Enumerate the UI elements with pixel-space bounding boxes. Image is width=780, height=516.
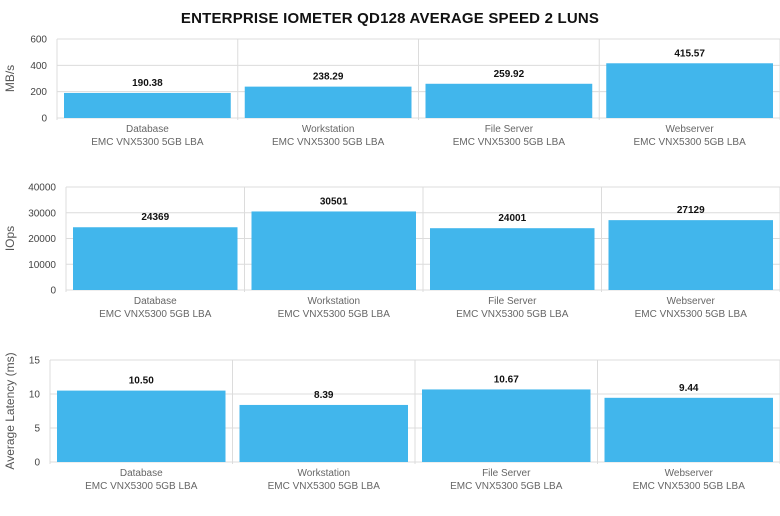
data-label: 415.57 <box>674 48 705 59</box>
bar <box>73 227 238 290</box>
x-tick-label: Workstation <box>307 296 360 307</box>
y-tick-label: 200 <box>30 87 47 98</box>
bar <box>251 211 416 290</box>
bar <box>244 86 412 118</box>
x-tick-sublabel: EMC VNX5300 5GB LBA <box>99 309 212 320</box>
y-axis-label: MB/s <box>3 65 17 92</box>
x-tick-label: Webserver <box>665 468 714 479</box>
x-tick-sublabel: EMC VNX5300 5GB LBA <box>278 309 391 320</box>
bar <box>422 389 591 462</box>
x-tick-sublabel: EMC VNX5300 5GB LBA <box>85 481 198 492</box>
data-label: 8.39 <box>314 390 334 401</box>
data-label: 10.67 <box>494 374 519 385</box>
x-tick-label: Database <box>134 296 177 307</box>
y-tick-label: 10 <box>29 390 41 401</box>
data-label: 27129 <box>677 205 705 216</box>
data-label: 259.92 <box>494 69 525 80</box>
data-label: 238.29 <box>313 72 344 83</box>
bar <box>608 220 773 290</box>
x-tick-label: File Server <box>482 468 531 479</box>
y-tick-label: 5 <box>34 424 40 435</box>
x-tick-sublabel: EMC VNX5300 5GB LBA <box>635 309 748 320</box>
y-tick-label: 15 <box>29 356 41 367</box>
x-tick-sublabel: EMC VNX5300 5GB LBA <box>272 137 385 148</box>
data-label: 24369 <box>141 212 169 223</box>
x-tick-sublabel: EMC VNX5300 5GB LBA <box>268 481 381 492</box>
x-tick-label: Webserver <box>667 296 716 307</box>
x-tick-sublabel: EMC VNX5300 5GB LBA <box>453 137 566 148</box>
x-tick-sublabel: EMC VNX5300 5GB LBA <box>456 309 569 320</box>
chart-title: ENTERPRISE IOMETER QD128 AVERAGE SPEED 2… <box>180 10 600 27</box>
data-label: 10.50 <box>129 376 154 387</box>
x-tick-label: File Server <box>485 124 534 135</box>
x-tick-sublabel: EMC VNX5300 5GB LBA <box>91 137 204 148</box>
bar <box>606 63 773 118</box>
y-axis-label: Average Latency (ms) <box>3 352 17 469</box>
bar <box>57 390 226 462</box>
y-tick-label: 0 <box>50 286 56 297</box>
y-tick-label: 30000 <box>28 208 56 219</box>
y-tick-label: 400 <box>30 61 47 72</box>
x-tick-sublabel: EMC VNX5300 5GB LBA <box>450 481 563 492</box>
data-label: 24001 <box>498 213 526 224</box>
y-axis-label: IOps <box>3 226 17 251</box>
bar <box>64 92 231 118</box>
y-tick-label: 40000 <box>28 183 56 194</box>
x-tick-label: Workstation <box>297 468 350 479</box>
x-tick-label: Workstation <box>302 124 355 135</box>
x-tick-sublabel: EMC VNX5300 5GB LBA <box>633 137 746 148</box>
x-tick-label: Database <box>126 124 169 135</box>
bar <box>430 228 595 290</box>
data-label: 30501 <box>320 196 348 207</box>
data-label: 190.38 <box>132 78 163 89</box>
y-tick-label: 20000 <box>28 234 56 245</box>
x-tick-sublabel: EMC VNX5300 5GB LBA <box>633 481 746 492</box>
data-label: 9.44 <box>679 383 699 394</box>
x-tick-label: File Server <box>488 296 537 307</box>
bar <box>604 397 773 462</box>
y-tick-label: 0 <box>34 458 40 469</box>
x-tick-label: Webserver <box>666 124 715 135</box>
bar <box>425 83 593 118</box>
y-tick-label: 0 <box>41 114 47 125</box>
x-tick-label: Database <box>120 468 163 479</box>
y-tick-label: 600 <box>30 35 47 46</box>
y-tick-label: 10000 <box>28 260 56 271</box>
bar <box>239 404 408 462</box>
